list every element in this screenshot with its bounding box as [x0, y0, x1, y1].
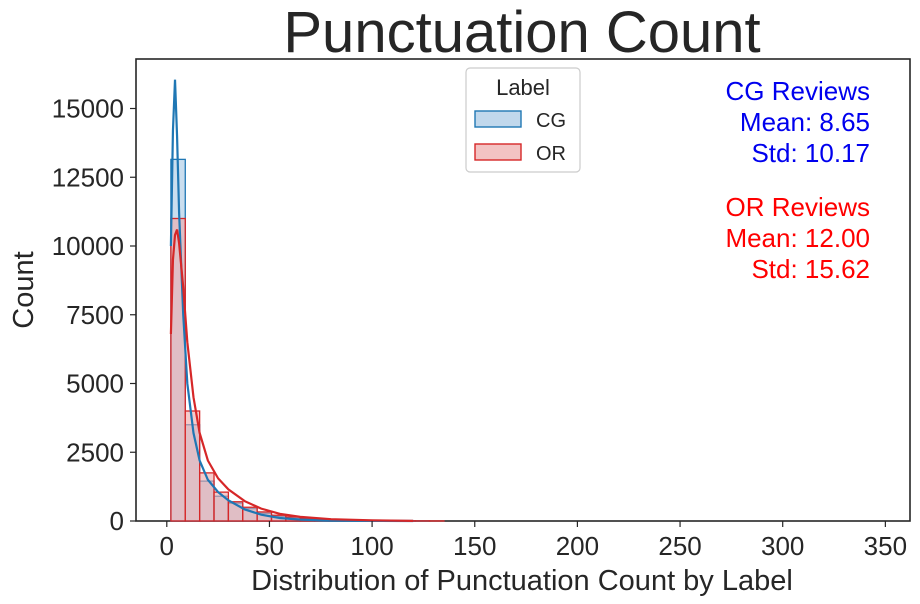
cg-kde-line: [169, 79, 414, 523]
legend-label-cg: CG: [536, 110, 566, 132]
y-axis-ticks: 0 2500 5000 7500 10000 12500 15000: [52, 94, 136, 536]
cg-stats-heading: CG Reviews: [726, 76, 870, 106]
x-tick-label: 150: [453, 531, 496, 561]
chart-title: Punctuation Count: [283, 0, 760, 65]
y-tick-label: 5000: [66, 369, 124, 399]
cg-stats-annotation: CG Reviews Mean: 8.65 Std: 10.17: [726, 76, 870, 168]
plot-area: [135, 58, 911, 523]
or-stats-std: Std: 15.62: [751, 254, 870, 284]
y-axis-label: Count: [8, 251, 40, 328]
or-bar: [213, 491, 230, 522]
x-tick-label: 250: [658, 531, 701, 561]
y-tick-label: 12500: [52, 162, 124, 192]
cg-bars: [170, 158, 431, 522]
x-axis-label: Distribution of Punctuation Count by Lab…: [251, 565, 793, 597]
x-tick-label: 50: [255, 531, 284, 561]
y-tick-label: 0: [110, 506, 124, 536]
or-bars: [170, 217, 445, 522]
legend-swatch-or: [474, 143, 522, 161]
or-stats-heading: OR Reviews: [726, 192, 870, 222]
or-kde-line: [169, 229, 414, 522]
x-axis-ticks: 0 50 100 150 200 250 300 350: [160, 521, 907, 561]
y-tick-label: 15000: [52, 94, 124, 124]
plot-frame: [135, 58, 911, 522]
legend-label-or: OR: [536, 143, 566, 165]
cg-stats-std: Std: 10.17: [751, 138, 870, 168]
x-tick-label: 0: [160, 531, 174, 561]
y-tick-label: 10000: [52, 231, 124, 261]
y-tick-label: 2500: [66, 437, 124, 467]
x-tick-label: 200: [556, 531, 599, 561]
legend-title: Label: [496, 75, 550, 100]
legend: Label CG OR: [465, 67, 581, 173]
x-tick-label: 100: [350, 531, 393, 561]
x-tick-label: 350: [864, 531, 907, 561]
legend-swatch-cg: [474, 110, 522, 128]
or-bar: [184, 410, 201, 522]
y-tick-label: 7500: [66, 300, 124, 330]
or-stats-annotation: OR Reviews Mean: 12.00 Std: 15.62: [725, 192, 870, 284]
or-stats-mean: Mean: 12.00: [725, 223, 870, 253]
x-tick-label: 300: [761, 531, 804, 561]
cg-stats-mean: Mean: 8.65: [740, 107, 870, 137]
